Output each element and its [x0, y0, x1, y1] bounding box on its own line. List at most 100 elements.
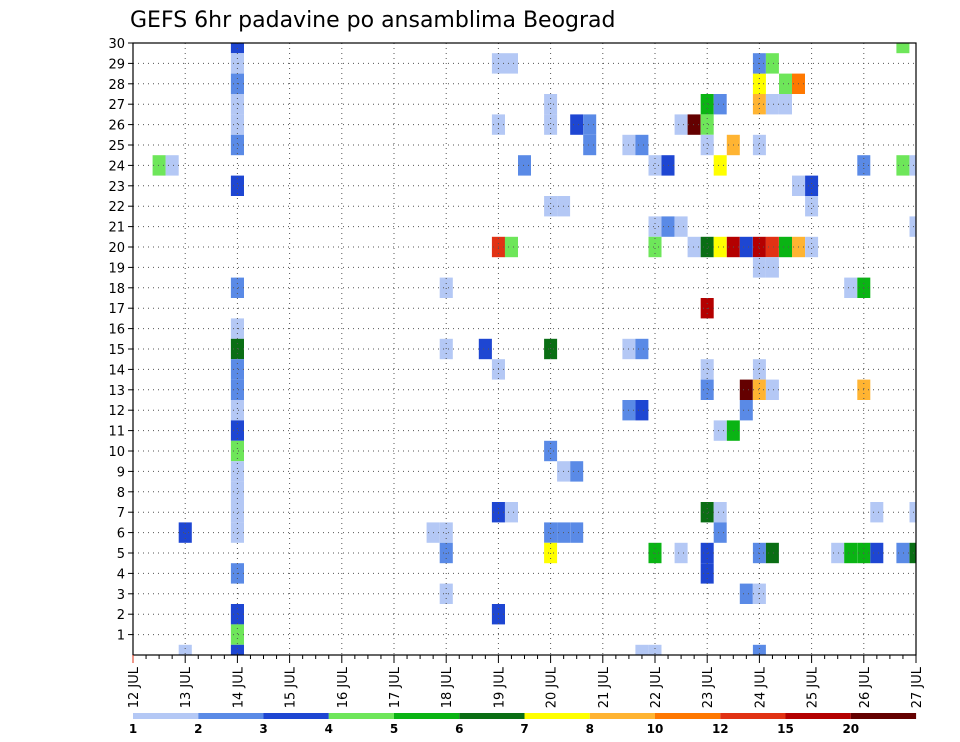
- heatmap-cell: [439, 522, 453, 543]
- heatmap-cell: [713, 94, 727, 115]
- legend-label: 3: [259, 722, 267, 736]
- heatmap-cell: [674, 542, 688, 564]
- legend-swatch: [655, 713, 721, 719]
- y-axis: 1234567891011121314151617181920212223242…: [108, 37, 133, 644]
- heatmap-cell: [752, 94, 766, 115]
- cells-layer: [152, 43, 916, 655]
- heatmap-cell: [648, 155, 662, 176]
- legend-swatch: [720, 713, 786, 719]
- heatmap-cell: [687, 114, 701, 135]
- heatmap-cell: [230, 644, 244, 655]
- heatmap-cell: [570, 461, 584, 482]
- heatmap-cell: [570, 114, 584, 135]
- legend-label: 6: [455, 722, 463, 736]
- grid-layer: [133, 43, 916, 655]
- heatmap-cell: [765, 53, 779, 74]
- y-tick-label: 18: [108, 282, 125, 297]
- heatmap-cell: [439, 277, 453, 298]
- y-tick-label: 11: [108, 425, 125, 440]
- heatmap-cell: [805, 196, 819, 217]
- legend-label: 5: [390, 722, 398, 736]
- heatmap-cell: [752, 257, 766, 278]
- y-tick-label: 17: [108, 302, 125, 317]
- heatmap-cell: [752, 644, 766, 655]
- x-tick-label: 18 JUL: [440, 666, 455, 708]
- x-tick-label: 21 JUL: [597, 666, 612, 708]
- heatmap-cell: [230, 359, 244, 380]
- legend-label: 20: [842, 722, 859, 736]
- heatmap-cell: [909, 155, 916, 176]
- heatmap-cell: [230, 175, 244, 196]
- heatmap-cell: [478, 338, 492, 360]
- heatmap-cell: [165, 155, 179, 176]
- x-tick-label: 14 JUL: [231, 666, 246, 708]
- legend-swatch: [589, 713, 656, 719]
- legend-label: 4: [325, 722, 333, 736]
- heatmap-cell: [779, 236, 792, 258]
- heatmap-cell: [635, 644, 649, 655]
- heatmap-cell: [700, 134, 714, 156]
- y-tick-label: 14: [108, 363, 125, 378]
- legend-swatch: [133, 713, 199, 719]
- heatmap-cell: [674, 114, 688, 135]
- legend-label: 2: [194, 722, 202, 736]
- heatmap-cell: [700, 359, 714, 380]
- x-tick-label: 23 JUL: [701, 666, 716, 708]
- heatmap-cell: [178, 522, 192, 543]
- legend-swatch: [850, 713, 917, 719]
- y-tick-label: 21: [108, 221, 125, 236]
- heatmap-cell: [765, 542, 779, 564]
- legend-label: 10: [647, 722, 664, 736]
- legend-swatch: [524, 713, 590, 719]
- legend-label: 8: [586, 722, 594, 736]
- heatmap-cell: [713, 155, 727, 176]
- heatmap-cell: [896, 155, 910, 176]
- heatmap-cell: [230, 481, 244, 502]
- heatmap-cell: [635, 338, 649, 360]
- heatmap-cell: [752, 379, 766, 400]
- x-tick-label: 27 JUL: [910, 666, 925, 708]
- x-tick-label: 16 JUL: [336, 666, 351, 708]
- heatmap-cell: [230, 522, 244, 543]
- heatmap-cell: [230, 461, 244, 482]
- legend-swatch: [459, 713, 525, 719]
- heatmap-cell: [779, 94, 792, 115]
- x-tick-label: 26 JUL: [858, 666, 873, 708]
- legend-swatch: [394, 713, 460, 719]
- y-tick-label: 3: [117, 588, 125, 603]
- heatmap-cell: [805, 236, 819, 258]
- y-tick-label: 4: [117, 567, 125, 582]
- x-tick-label: 12 JUL: [127, 666, 142, 708]
- heatmap-cell: [713, 502, 727, 523]
- x-tick-label: 20 JUL: [545, 666, 560, 708]
- y-tick-label: 19: [108, 261, 125, 276]
- heatmap-cell: [909, 502, 916, 523]
- y-tick-label: 15: [108, 343, 125, 358]
- heatmap-cell: [544, 196, 558, 217]
- heatmap-cell: [844, 542, 858, 564]
- x-tick-label: 15 JUL: [284, 666, 299, 708]
- heatmap-cell: [544, 114, 558, 135]
- heatmap-cell: [896, 43, 910, 54]
- heatmap-cell: [583, 114, 597, 135]
- y-tick-label: 27: [108, 98, 125, 113]
- heatmap-cell: [230, 440, 244, 462]
- y-tick-label: 25: [108, 139, 125, 154]
- heatmap-cell: [713, 236, 727, 258]
- heatmap-cell: [739, 583, 753, 604]
- heatmap-cell: [648, 644, 662, 655]
- heatmap-cell: [765, 257, 779, 278]
- heatmap-cell: [178, 644, 192, 655]
- heatmap-cell: [909, 216, 916, 237]
- heatmap-cell: [230, 277, 244, 298]
- heatmap-cell: [674, 216, 688, 237]
- heatmap-cell: [230, 134, 244, 156]
- heatmap-cell: [230, 114, 244, 135]
- chart-title: GEFS 6hr padavine po ansamblima Beograd: [130, 8, 616, 33]
- legend-swatch: [198, 713, 264, 719]
- heatmap-cell: [713, 522, 727, 543]
- x-tick-label: 22 JUL: [649, 666, 664, 708]
- y-tick-label: 10: [108, 445, 125, 460]
- heatmap-cell: [230, 379, 244, 400]
- heatmap-cell: [870, 542, 884, 564]
